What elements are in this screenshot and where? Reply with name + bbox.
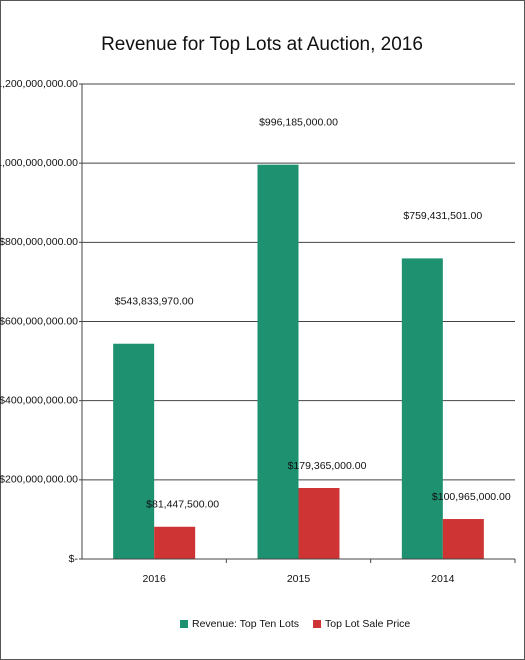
bar: [298, 488, 340, 559]
y-tick-label: $-: [69, 553, 79, 565]
y-tick-label: $1,000,000,000.00: [0, 157, 78, 169]
value-label: $759,431,501.00: [403, 210, 482, 222]
legend-label: Revenue: Top Ten Lots: [192, 618, 299, 630]
bar: [442, 519, 484, 559]
y-tick-label: $600,000,000.00: [0, 315, 78, 327]
legend-swatch: [180, 620, 188, 628]
value-label: $100,965,000.00: [432, 491, 511, 503]
value-label: $81,447,500.00: [146, 499, 219, 511]
y-tick-label: $800,000,000.00: [0, 236, 78, 248]
bar: [113, 343, 155, 559]
value-label: $543,833,970.00: [115, 296, 194, 308]
x-tick-label: 2016: [142, 573, 166, 585]
x-tick-label: 2015: [287, 573, 311, 585]
chart-title: Revenue for Top Lots at Auction, 2016: [101, 34, 423, 55]
y-tick-label: $200,000,000.00: [0, 474, 78, 486]
bar: [154, 526, 196, 559]
value-label: $996,185,000.00: [259, 116, 338, 128]
bar: [257, 164, 299, 560]
legend-label: Top Lot Sale Price: [325, 618, 410, 630]
y-tick-label: $1,200,000,000.00: [0, 78, 78, 90]
bar: [401, 258, 443, 559]
legend-swatch: [313, 620, 322, 628]
value-label: $179,365,000.00: [288, 460, 367, 472]
x-tick-label: 2014: [431, 573, 455, 585]
y-tick-label: $400,000,000.00: [0, 394, 78, 406]
